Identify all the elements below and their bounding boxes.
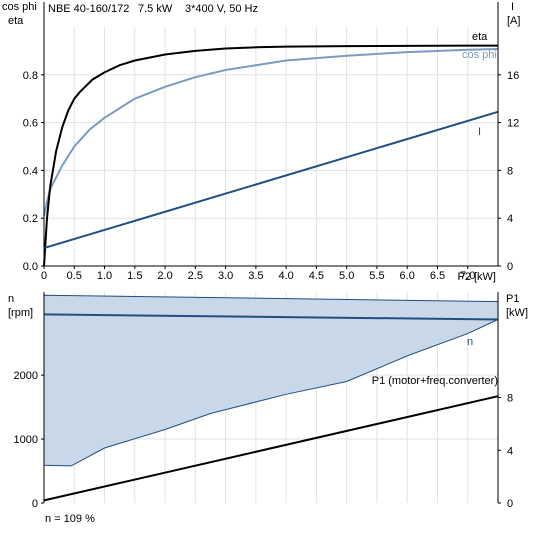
p1-line: [43, 395, 499, 502]
top-x-tick-label: 7.0: [460, 270, 475, 282]
current-line: [43, 110, 499, 250]
bottom-axes: 0 1000 2000 0 4 8 n [rpm] P1 [kW]: [8, 292, 528, 510]
bottom-y-left-label-2: [rpm]: [8, 307, 33, 319]
top-x-tick-label: 2.5: [188, 270, 203, 282]
speed-label: n: [467, 336, 473, 348]
top-axes: 0 0.5 1.0 1.5 2.0 2.5 3.0 3.5 4.0 4.5 5.0 5.5 6.0 6.5…: [2, 1, 520, 283]
bottom-y-left-label: n: [8, 293, 14, 305]
top-x-tick-label: 3.5: [248, 270, 263, 282]
top-y-left-label-2: eta: [8, 15, 24, 27]
top-x-tick-label: 5.0: [339, 270, 354, 282]
top-x-tick-label: 2.0: [157, 270, 172, 282]
top-y-right-tick-label: 0: [507, 261, 513, 273]
top-y-left-tick-label: 0.4: [23, 165, 38, 177]
top-y-left-tick-label: 0.0: [23, 261, 38, 273]
top-y-right-tick-label: 8: [507, 165, 513, 177]
top-x-label: P2 [kW]: [457, 271, 496, 283]
header-supply: 3*400 V, 50 Hz: [185, 3, 258, 15]
top-x-tick-label: 0: [41, 270, 47, 282]
top-y-right-label: I: [511, 1, 514, 13]
bottom-y-right-tick-label: 8: [507, 393, 513, 405]
p1-label: P1 (motor+freq.converter): [372, 375, 498, 387]
top-x-tick-label: 1.5: [127, 270, 142, 282]
bottom-y-right-tick-label: 0: [507, 498, 513, 510]
footer-note: n = 109 %: [45, 513, 95, 525]
top-y-left-tick-label: 0.6: [23, 118, 38, 130]
top-y-left-label: cos phi: [2, 1, 37, 13]
bottom-y-right-tick-label: 4: [507, 445, 513, 457]
cos-phi-line: [43, 48, 499, 217]
eta-line: [43, 44, 498, 267]
speed-line: [43, 313, 499, 321]
top-x-tick-label: 6.5: [430, 270, 445, 282]
top-y-left-tick-label: 0.2: [23, 213, 38, 225]
top-y-left-tick-label: 0.8: [23, 70, 38, 82]
top-x-tick-label: 5.5: [369, 270, 384, 282]
bottom-y-right-label-2: [kW]: [506, 307, 528, 319]
top-grid: [44, 27, 499, 266]
header-power: 7.5 kW: [138, 3, 173, 15]
top-x-tick-label: 4.0: [278, 270, 293, 282]
header-model: NBE 40-160/172: [48, 3, 129, 15]
top-series: eta cos phi I: [43, 31, 499, 267]
bottom-y-left-tick-label: 0: [32, 498, 38, 510]
top-x-tick-label: 0.5: [67, 270, 82, 282]
top-y-right-tick-label: 16: [507, 70, 519, 82]
top-y-right-tick-label: 12: [507, 118, 519, 130]
top-x-tick-label: 1.0: [97, 270, 112, 282]
eta-label: eta: [472, 31, 488, 43]
current-label: I: [478, 126, 481, 138]
bottom-y-right-label: P1: [506, 293, 519, 305]
bottom-series: n P1 (motor+freq.converter): [43, 294, 499, 502]
bottom-y-left-tick-label: 1000: [14, 434, 38, 446]
cos-phi-label: cos phi: [462, 49, 497, 61]
top-y-right-label-2: [A]: [507, 15, 520, 27]
bottom-y-left-tick-label: 2000: [14, 370, 38, 382]
top-y-right-tick-label: 4: [507, 213, 513, 225]
top-x-tick-label: 6.0: [400, 270, 415, 282]
top-x-tick-label: 3.0: [218, 270, 233, 282]
top-x-tick-label: 4.5: [309, 270, 324, 282]
